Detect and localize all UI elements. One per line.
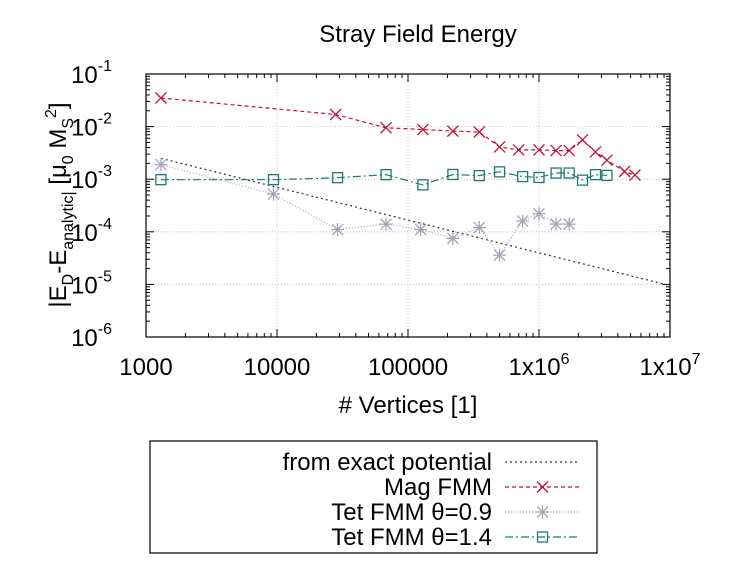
data-point bbox=[600, 154, 613, 167]
data-point bbox=[473, 126, 486, 138]
x-tick-label: 1x107 bbox=[640, 351, 701, 381]
data-point bbox=[414, 223, 428, 237]
data-point bbox=[380, 121, 393, 134]
data-point bbox=[493, 248, 507, 262]
data-point bbox=[533, 143, 545, 156]
data-point bbox=[154, 92, 167, 104]
data-point bbox=[563, 144, 576, 157]
x-axis-label: # Vertices [1] bbox=[339, 392, 478, 419]
grid-lines bbox=[146, 74, 670, 337]
data-point bbox=[562, 217, 576, 231]
data-point bbox=[576, 174, 589, 186]
y-tick-label: 10-6 bbox=[71, 321, 112, 352]
x-tick-label: 100000 bbox=[368, 354, 448, 381]
series-3 bbox=[154, 158, 576, 262]
data-point bbox=[266, 187, 280, 201]
data-point bbox=[417, 179, 429, 191]
data-point bbox=[550, 167, 562, 179]
legend-marker bbox=[536, 481, 549, 493]
data-point bbox=[516, 214, 530, 228]
y-tick-label: 10-3 bbox=[71, 163, 112, 194]
y-tick-label: 10-2 bbox=[71, 111, 112, 142]
legend-label: Tet FMM θ=1.4 bbox=[331, 524, 492, 551]
chart-title: Stray Field Energy bbox=[319, 21, 516, 48]
data-point bbox=[493, 166, 506, 178]
x-tick-label: 1x106 bbox=[509, 351, 570, 381]
data-point bbox=[563, 167, 575, 179]
series-layer bbox=[154, 92, 671, 287]
data-point bbox=[601, 169, 613, 182]
legend-entry: Tet FMM θ=1.4 bbox=[331, 524, 580, 551]
data-point bbox=[473, 169, 485, 182]
data-point bbox=[512, 143, 525, 156]
legend-label: Mag FMM bbox=[384, 474, 492, 501]
data-point bbox=[380, 169, 392, 181]
legend-label: from exact potential bbox=[283, 449, 492, 476]
data-point bbox=[331, 223, 345, 237]
data-point bbox=[416, 123, 429, 136]
data-point bbox=[628, 169, 641, 181]
data-point bbox=[154, 158, 168, 172]
series-line bbox=[160, 157, 671, 287]
legend-entry: Mag FMM bbox=[384, 474, 580, 501]
data-point bbox=[589, 169, 602, 181]
data-point bbox=[516, 170, 529, 183]
data-point bbox=[589, 145, 602, 158]
x-tick-label: 10000 bbox=[244, 354, 311, 381]
data-point bbox=[618, 165, 631, 178]
series-1 bbox=[160, 157, 671, 287]
legend-marker bbox=[536, 505, 549, 519]
data-point bbox=[576, 133, 589, 146]
x-tick-label: 1000 bbox=[119, 354, 172, 381]
series-2 bbox=[154, 92, 641, 181]
data-point bbox=[331, 172, 344, 184]
data-point bbox=[550, 144, 563, 157]
data-point bbox=[493, 141, 506, 153]
data-point bbox=[446, 231, 460, 245]
data-point bbox=[329, 108, 342, 121]
data-point bbox=[446, 125, 459, 138]
data-point bbox=[447, 168, 459, 181]
legend-label: Tet FMM θ=0.9 bbox=[331, 499, 492, 526]
data-point bbox=[379, 217, 393, 231]
y-tick-label: 10-5 bbox=[71, 268, 112, 299]
y-tick-label: 10-4 bbox=[71, 216, 112, 247]
data-point bbox=[549, 217, 563, 231]
legend-entry: Tet FMM θ=0.9 bbox=[331, 499, 580, 526]
data-point bbox=[532, 207, 546, 221]
series-line bbox=[160, 163, 570, 257]
series-4 bbox=[155, 166, 613, 191]
series-line bbox=[160, 97, 636, 176]
data-point bbox=[533, 171, 545, 184]
data-point bbox=[155, 174, 167, 186]
legend-entry: from exact potential bbox=[283, 449, 580, 476]
data-point bbox=[267, 174, 280, 186]
y-axis-label: |ED-Eanalytic| [μ0 MS2] bbox=[43, 102, 77, 307]
y-tick-label: 10-1 bbox=[71, 58, 112, 89]
data-point bbox=[472, 221, 486, 235]
legend-box bbox=[149, 440, 598, 554]
legend-marker bbox=[536, 531, 549, 543]
